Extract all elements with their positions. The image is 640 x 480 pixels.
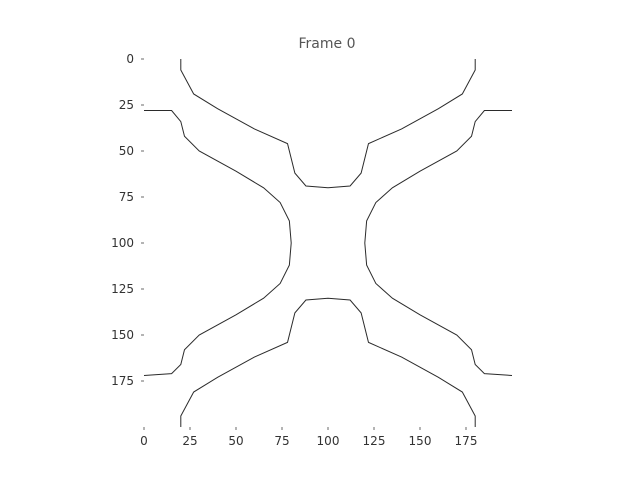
x-tick-label: 125 <box>363 434 386 448</box>
x-tick-label: 175 <box>455 434 478 448</box>
x-tick-label: 0 <box>140 434 148 448</box>
x-tick-label: 150 <box>409 434 432 448</box>
plot-area <box>143 59 513 427</box>
x-tick-label: 50 <box>228 434 243 448</box>
x-tick-label: 100 <box>317 434 340 448</box>
y-tick-label: 75 <box>119 190 134 204</box>
y-tick-label: 150 <box>111 328 134 342</box>
y-tick-label: 100 <box>111 236 134 250</box>
contour-line-1 <box>180 59 476 189</box>
x-tick-label: 75 <box>274 434 289 448</box>
y-axis: 0 25 50 75 100 125 150 175 <box>111 52 144 388</box>
y-tick-label: 175 <box>111 374 134 388</box>
contour-line-2 <box>143 110 292 376</box>
y-tick-label: 25 <box>119 98 134 112</box>
chart-title: Frame 0 <box>299 36 356 52</box>
contour-line-3 <box>364 110 513 376</box>
contour-line-4 <box>180 297 476 427</box>
y-tick-label: 50 <box>119 144 134 158</box>
x-tick-label: 25 <box>182 434 197 448</box>
y-tick-label: 0 <box>126 52 134 66</box>
y-tick-label: 125 <box>111 282 134 296</box>
x-axis: 0 25 50 75 100 125 150 175 <box>140 427 477 448</box>
